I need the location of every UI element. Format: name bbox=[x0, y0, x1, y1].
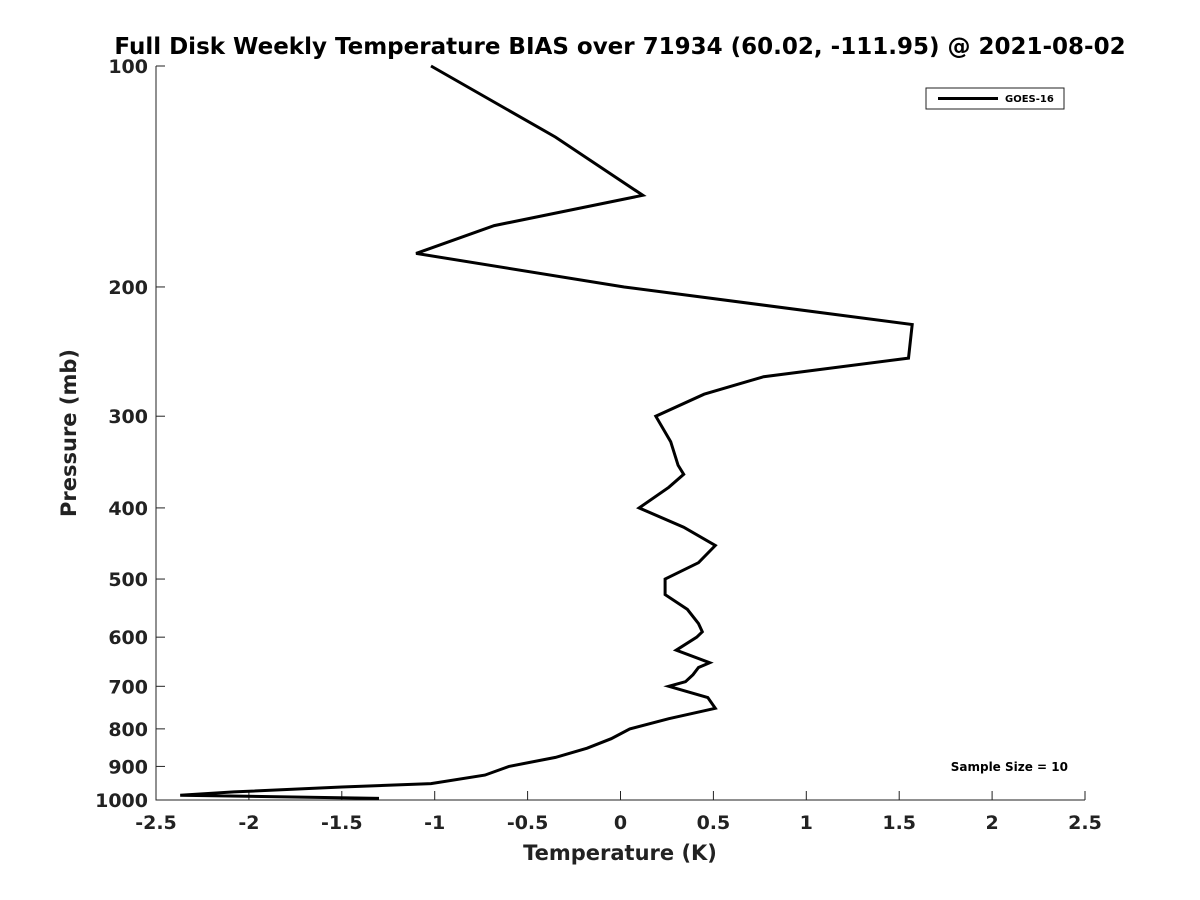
y-tick-label: 500 bbox=[108, 569, 148, 591]
chart-title: Full Disk Weekly Temperature BIAS over 7… bbox=[114, 34, 1125, 60]
plot-frame bbox=[155, 66, 1085, 801]
series-line-goes-16 bbox=[180, 64, 914, 800]
x-axis-ticks: -2.5 -2 -1.5 -1 -0.5 0 0.5 1 1.5 2 2.5 bbox=[135, 791, 1102, 834]
y-axis-label: Pressure (mb) bbox=[57, 349, 81, 517]
axes bbox=[155, 66, 1085, 801]
y-tick-label: 100 bbox=[108, 56, 148, 78]
x-tick-label: -2 bbox=[238, 812, 259, 834]
sample-size-annotation: Sample Size = 10 bbox=[951, 760, 1068, 774]
y-tick-label: 400 bbox=[108, 498, 148, 520]
y-tick-label: 600 bbox=[108, 627, 148, 649]
y-tick-label: 900 bbox=[108, 756, 148, 778]
x-axis-label: Temperature (K) bbox=[523, 841, 717, 865]
x-tick-label: -1.5 bbox=[321, 812, 363, 834]
x-tick-label: -0.5 bbox=[507, 812, 549, 834]
x-tick-label: -1 bbox=[424, 812, 445, 834]
y-tick-label: 800 bbox=[108, 719, 148, 741]
x-tick-label: 2.5 bbox=[1068, 812, 1102, 834]
legend[interactable]: GOES-16 bbox=[925, 87, 1065, 110]
x-tick-label: -2.5 bbox=[135, 812, 177, 834]
y-tick-label: 1000 bbox=[95, 790, 148, 812]
y-tick-label: 700 bbox=[108, 676, 148, 698]
x-tick-label: 1 bbox=[800, 812, 813, 834]
x-tick-label: 2 bbox=[985, 812, 998, 834]
x-tick-label: 0 bbox=[614, 812, 627, 834]
y-tick-label: 200 bbox=[108, 277, 148, 299]
series-group bbox=[180, 64, 914, 800]
x-tick-label: 1.5 bbox=[882, 812, 916, 834]
y-axis-ticks: 100 200 300 400 500 600 700 800 900 1000 bbox=[95, 56, 165, 812]
x-tick-label: 0.5 bbox=[697, 812, 731, 834]
legend-label-goes16: GOES-16 bbox=[1005, 94, 1054, 105]
y-tick-label: 300 bbox=[108, 406, 148, 428]
